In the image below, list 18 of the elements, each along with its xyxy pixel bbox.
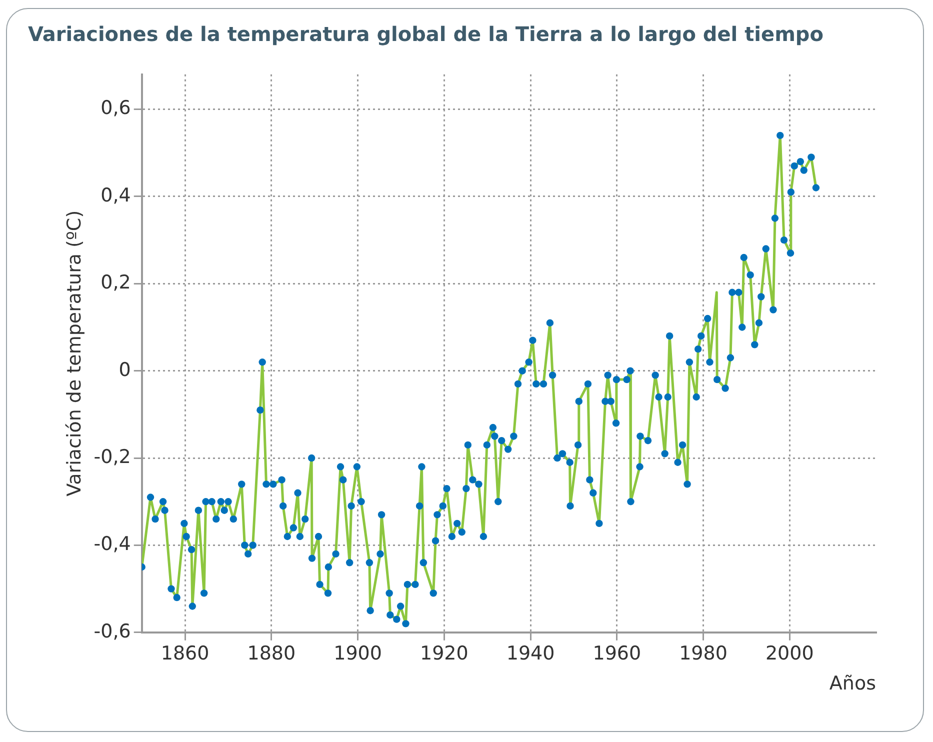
chart-title: Variaciones de la temperatura global de la Tierra a lo largo del tiempo	[28, 22, 824, 46]
x-tick-label: 1980	[679, 642, 728, 665]
y-tick-label: 0,6	[100, 97, 131, 120]
y-tick-label: 0	[118, 358, 131, 381]
y-axis-title: Variación de temperatura (ºC)	[63, 210, 86, 496]
x-tick-label: 1940	[506, 642, 555, 665]
y-tick-label: 0,4	[100, 184, 131, 206]
x-axis-title: Años	[829, 672, 876, 695]
x-tick-label: 1960	[592, 642, 642, 665]
y-tick-label: -0,2	[94, 446, 131, 468]
x-tick-label: 1860	[160, 642, 210, 665]
y-tick-label: 0,2	[100, 272, 131, 294]
y-tick-label: -0,4	[94, 533, 131, 556]
x-tick-label: 1920	[420, 642, 468, 665]
x-tick-label: 1880	[247, 642, 296, 665]
x-tick-label: 2000	[765, 642, 814, 665]
x-tick-label: 1900	[334, 642, 382, 665]
y-tick-label: -0,6	[94, 620, 131, 642]
